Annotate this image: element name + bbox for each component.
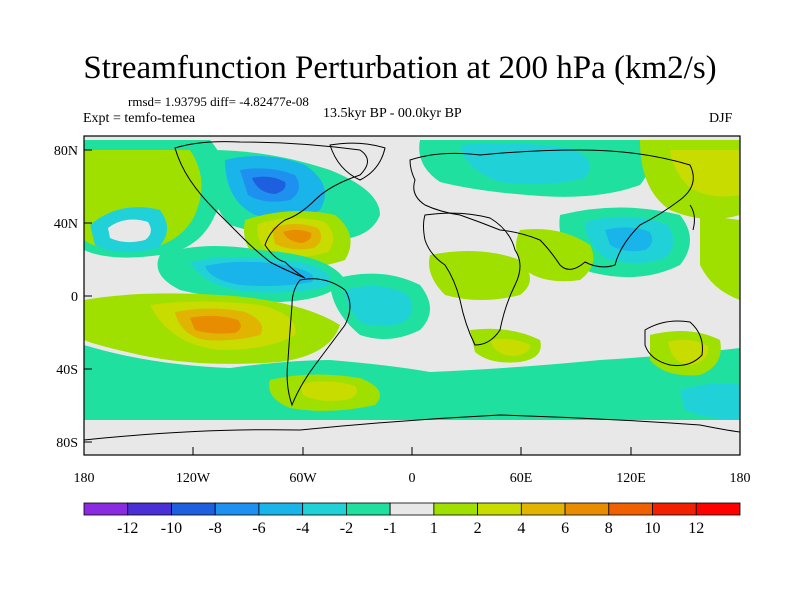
coastlines — [84, 141, 740, 441]
colorbar-swatch — [652, 502, 697, 516]
x-axis: 180 120W 60W 0 60E 120E 180 — [74, 447, 751, 486]
y-axis: 80N 40N 0 40S 80S — [54, 144, 92, 451]
x-tick-label: 0 — [409, 471, 416, 486]
colorbar-swatch — [433, 502, 478, 516]
y-tick-label: 40S — [56, 363, 78, 378]
colorbar-label: 4 — [517, 520, 525, 537]
coast-north-america — [174, 141, 368, 279]
y-tick-label: 0 — [71, 290, 78, 305]
contour-gold-ne-asia — [670, 150, 740, 197]
coast-africa — [423, 212, 521, 346]
x-tick-label: 180 — [730, 471, 751, 486]
colorbar-label: 10 — [645, 520, 661, 537]
contour-fills — [84, 140, 740, 455]
coast-australia — [644, 320, 703, 366]
colorbar-label: 12 — [688, 520, 704, 537]
contour-grey-pacific-ring — [108, 219, 151, 243]
colorbar-label: 8 — [605, 520, 613, 537]
y-tick-label: 80S — [56, 436, 78, 451]
colorbar-swatch — [695, 502, 741, 516]
contour-yellowgreen-w-pacific — [700, 215, 740, 300]
colorbar — [83, 502, 741, 516]
colorbar-swatch — [83, 502, 129, 516]
colorbar-swatch — [477, 502, 522, 516]
colorbar-label: -12 — [117, 520, 138, 537]
colorbar-label: -4 — [296, 520, 309, 537]
colorbar-swatch — [302, 502, 347, 516]
colorbar-swatch — [345, 502, 391, 516]
colorbar-label: -10 — [161, 520, 182, 537]
contour-yellow-s-africa — [490, 338, 530, 356]
colorbar-label: 2 — [474, 520, 482, 537]
contour-lightblue-asia — [605, 227, 653, 252]
x-tick-label: 120W — [176, 471, 211, 486]
x-tick-label: 120E — [616, 471, 646, 486]
colorbar-swatch — [564, 502, 610, 516]
contour-cyan-se-pacific — [680, 383, 740, 420]
contour-cyan-atlantic-mid — [345, 286, 413, 326]
x-tick-label: 60W — [289, 471, 317, 486]
colorbar-swatch — [258, 502, 304, 516]
colorbar-swatch — [608, 502, 653, 516]
experiment-label: Expt = temfo-temea — [83, 111, 196, 126]
contour-navy-na — [252, 176, 286, 194]
period-label: 13.5kyr BP - 00.0kyr BP — [323, 106, 462, 121]
coast-greenland — [329, 142, 386, 181]
colorbar-label: -6 — [252, 520, 265, 537]
colorbar-swatch — [127, 502, 172, 516]
colorbar-swatch — [214, 502, 260, 516]
map-title: Streamfunction Perturbation at 200 hPa (… — [83, 50, 717, 86]
colorbar-swatch — [389, 502, 435, 516]
contour-darkorange-gulf — [283, 229, 312, 243]
coast-europe-asia — [409, 149, 694, 270]
contour-lightblue-trop-pacific — [205, 261, 314, 286]
season-label: DJF — [709, 111, 733, 126]
stats-label: rmsd= 1.93795 diff= -4.82477e-08 — [128, 94, 309, 109]
contour-green-southern-band — [84, 345, 740, 420]
y-tick-label: 80N — [54, 144, 78, 159]
y-tick-label: 40N — [54, 217, 78, 232]
colorbar-label: -1 — [383, 520, 396, 537]
coast-japan — [689, 204, 695, 231]
contour-darkorange-s-pacific — [190, 315, 241, 334]
coast-antarctica — [84, 414, 740, 441]
x-tick-label: 60E — [510, 471, 533, 486]
colorbar-label: 1 — [430, 520, 438, 537]
x-tick-label: 180 — [74, 471, 95, 486]
colorbar-label: -2 — [340, 520, 353, 537]
contour-yellowgreen-africa — [429, 251, 530, 300]
colorbar-labels: -12 -10 -8 -6 -4 -2 -1 1 2 4 6 8 10 12 — [117, 520, 704, 537]
colorbar-label: -8 — [209, 520, 222, 537]
contour-gold-s-atlantic — [300, 381, 358, 401]
coast-south-america — [286, 278, 351, 407]
colorbar-swatch — [171, 502, 216, 516]
map-plot-area — [83, 135, 741, 456]
colorbar-label: 6 — [561, 520, 569, 537]
colorbar-swatch — [520, 502, 566, 516]
